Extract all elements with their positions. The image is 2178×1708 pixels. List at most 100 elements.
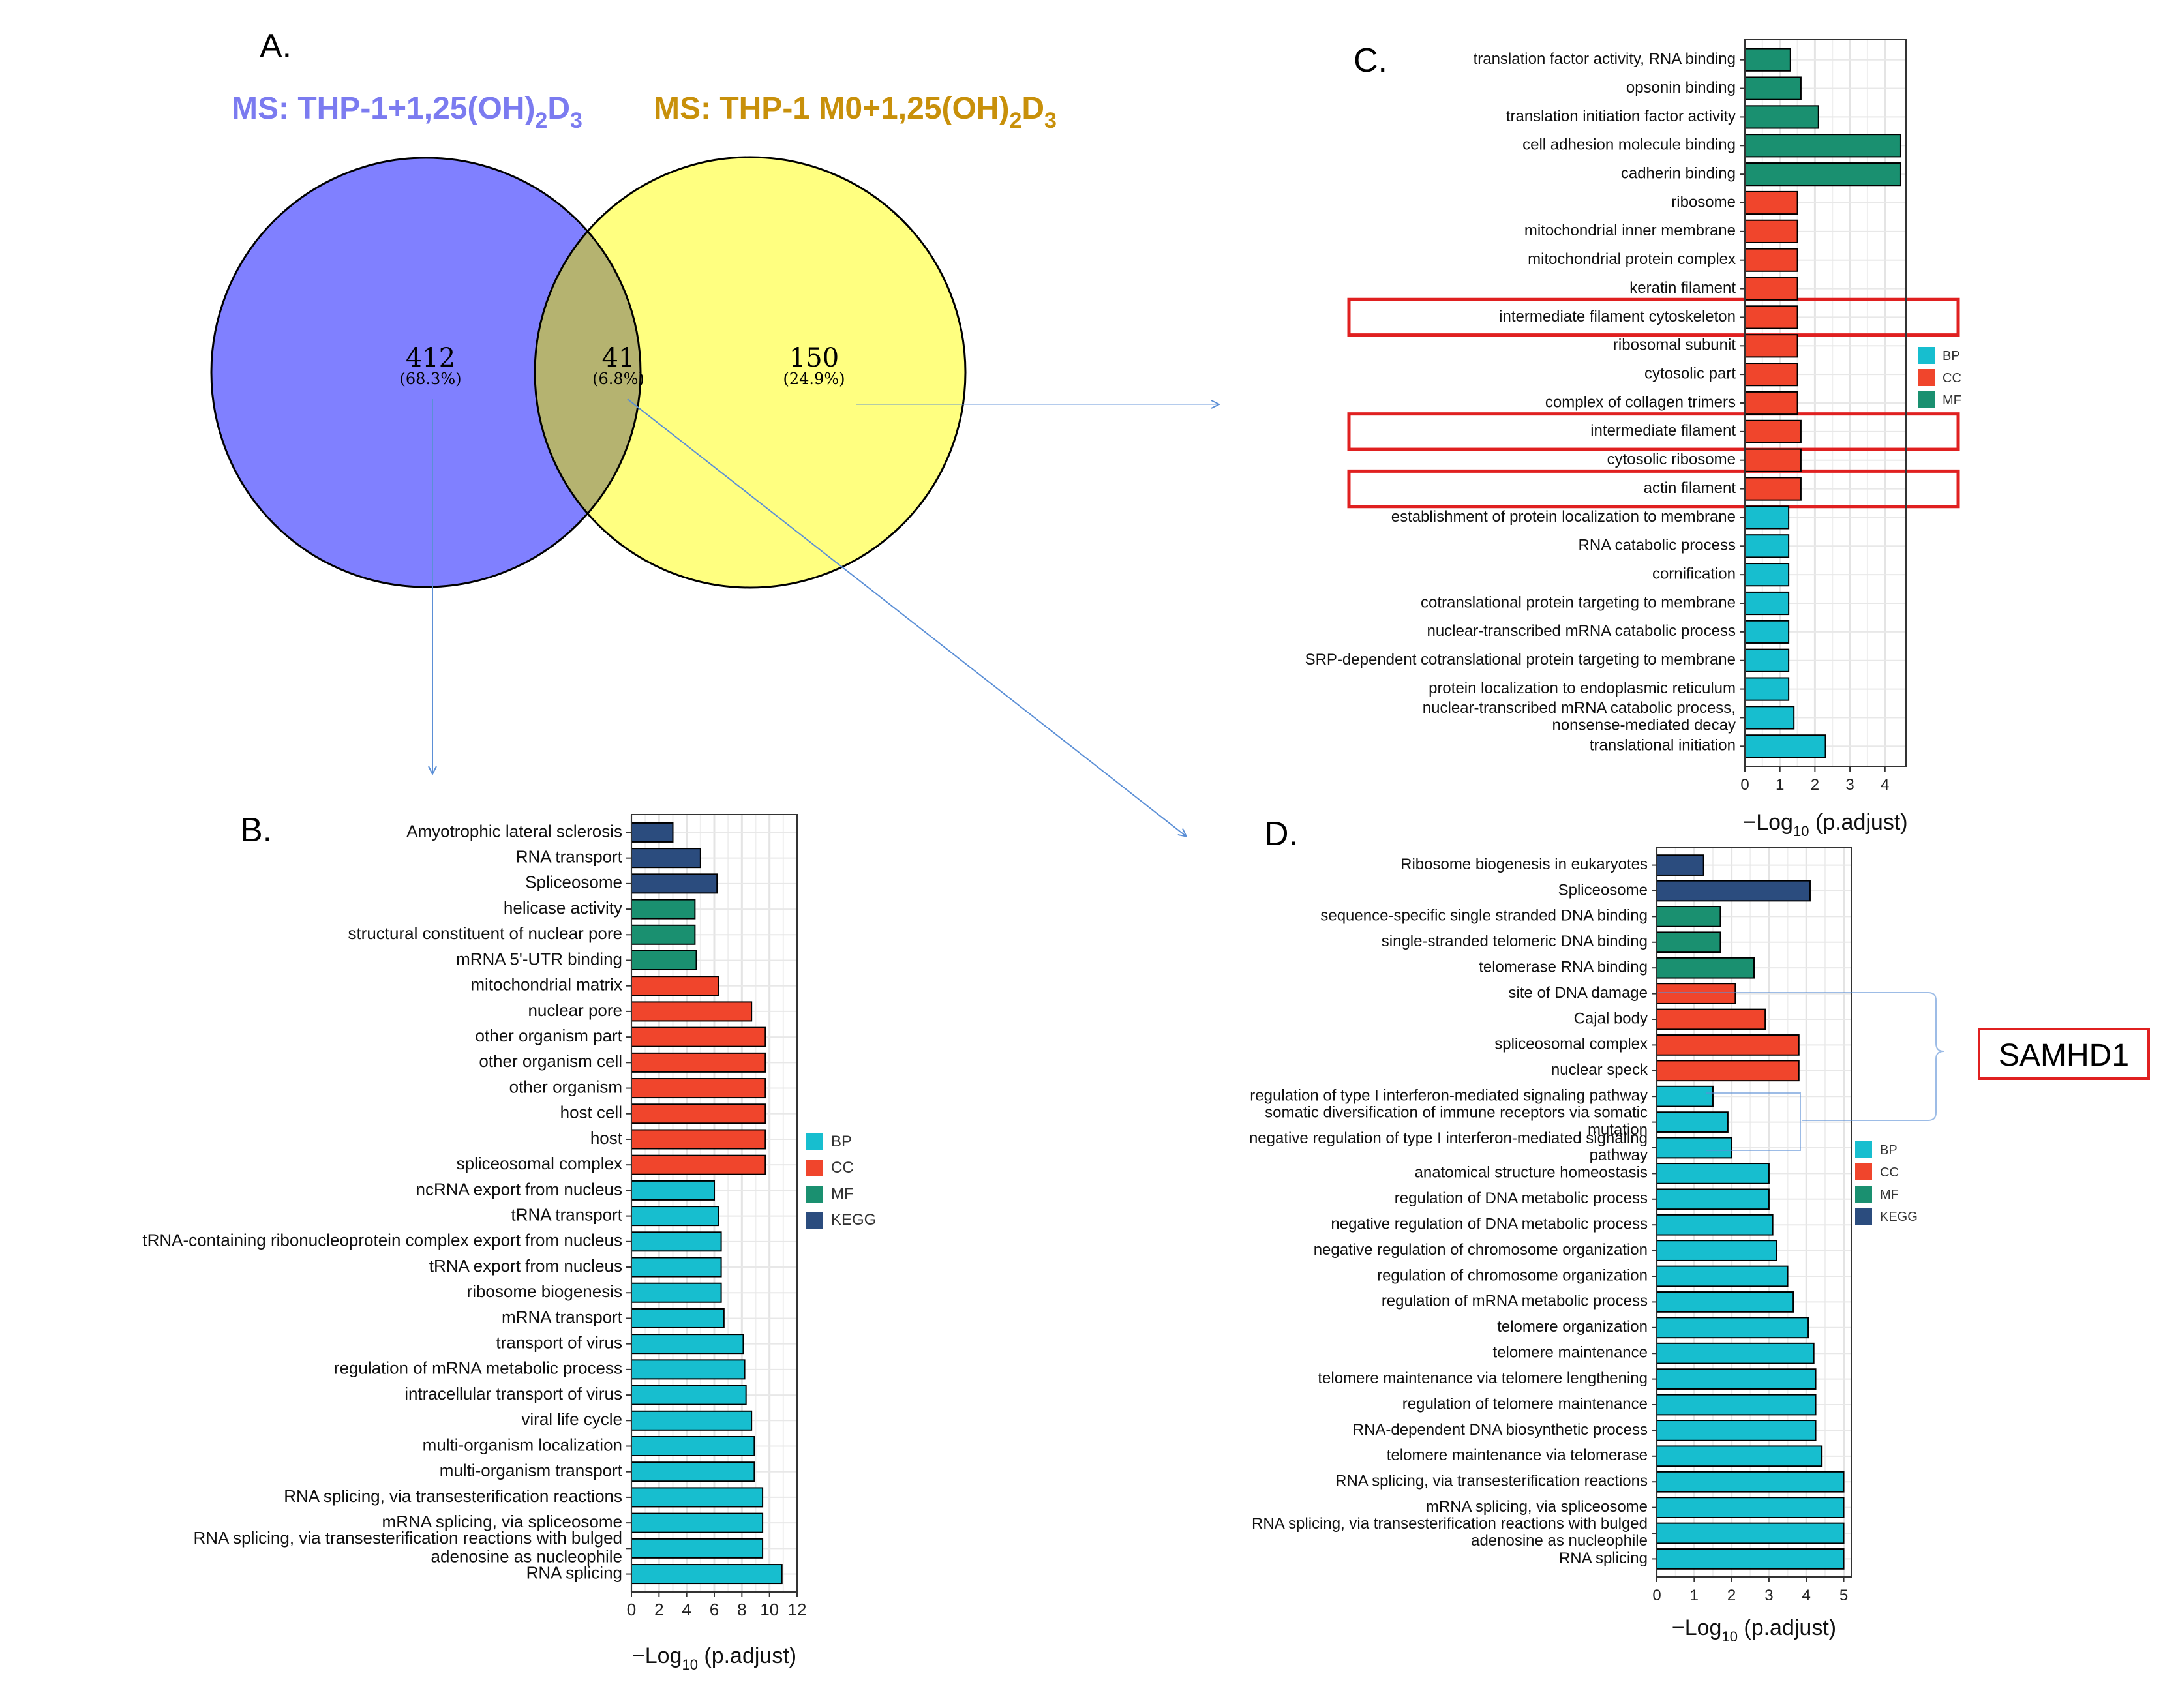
y-tick-label: spliceosomal complex bbox=[457, 1154, 622, 1173]
y-tick-label: ribosomal subunit bbox=[1613, 337, 1736, 354]
bar-complex-of-collagen-trimers bbox=[1744, 391, 1798, 415]
x-tick-label: 4 bbox=[1881, 776, 1889, 794]
arrow-to-panel-d bbox=[627, 398, 1186, 836]
y-tick-label: RNA-dependent DNA biosynthetic process bbox=[1353, 1421, 1648, 1439]
chart-panel-b: Amyotrophic lateral sclerosis RNA transpo… bbox=[142, 814, 876, 1673]
bar-mrna-transport bbox=[631, 1308, 725, 1328]
y-tick-label: sequence-specific single stranded DNA bi… bbox=[1320, 907, 1648, 925]
bar-ribosome-biogenesis bbox=[631, 1282, 722, 1303]
chart-panel-c: translation factor activity, RNA binding… bbox=[1305, 39, 1961, 839]
x-tick-label: 3 bbox=[1845, 776, 1854, 794]
bar-mrna-5-utr-binding bbox=[631, 950, 697, 971]
y-tick-label: establishment of protein localization to… bbox=[1391, 508, 1736, 526]
x-tick-label: 0 bbox=[627, 1600, 636, 1619]
bar-rna-splicing-via-transesterification-reactions bbox=[1656, 1471, 1845, 1493]
y-tick-label: ncRNA export from nucleus bbox=[416, 1179, 622, 1199]
y-tick-label: mRNA splicing, via spliceosome bbox=[382, 1512, 622, 1531]
bar-mitochondrial-protein-complex bbox=[1744, 248, 1798, 272]
y-tick-label: somatic diversification of immune recept… bbox=[1265, 1104, 1648, 1139]
venn-right-title-sub: 2 bbox=[1009, 108, 1021, 133]
y-tick-label: protein localization to endoplasmic reti… bbox=[1429, 680, 1736, 697]
legend-label-mf: MF bbox=[1880, 1188, 1899, 1202]
y-tick-label: intracellular transport of virus bbox=[404, 1384, 622, 1403]
x-tick-label: 2 bbox=[654, 1600, 663, 1619]
bar-rna-splicing-via-transesterification-reactions-w bbox=[1656, 1522, 1845, 1544]
samhd1-brace bbox=[1658, 992, 1944, 1121]
y-tick-label: complex of collagen trimers bbox=[1545, 393, 1736, 411]
panel-a: A. MS: THP-1+1,25(OH)2D3 MS: THP-1 M0+1,… bbox=[210, 27, 1057, 589]
y-tick-label: opsonin binding bbox=[1626, 79, 1736, 97]
x-tick-label: 2 bbox=[1727, 1587, 1736, 1604]
y-tick-label: telomere maintenance via telomere length… bbox=[1318, 1370, 1648, 1387]
chart-panel-d: Ribosome biogenesis in eukaryotes Spliceo… bbox=[1249, 847, 1918, 1645]
bar-rna-catabolic-process bbox=[1744, 534, 1790, 558]
y-tick-label: RNA splicing, via transesterification re… bbox=[193, 1528, 622, 1566]
y-tick-label: mRNA transport bbox=[502, 1307, 623, 1326]
x-tick-label: 10 bbox=[760, 1600, 779, 1619]
bar-mitochondrial-inner-membrane bbox=[1744, 219, 1798, 243]
venn-right-title: MS: THP-1 M0+1,25(OH)2D3 bbox=[654, 91, 1057, 133]
legend: BP CC MF KEGG bbox=[806, 1133, 876, 1229]
x-tick-label: 6 bbox=[710, 1600, 719, 1619]
bar-ribosome bbox=[1744, 190, 1798, 215]
x-tick-label: 0 bbox=[1740, 776, 1749, 794]
y-tick-label: cell adhesion molecule binding bbox=[1522, 136, 1736, 154]
bar-trna-containing-ribonucleoprotein-complex-export bbox=[631, 1231, 722, 1252]
x-tick-label: 2 bbox=[1811, 776, 1819, 794]
bar-multi-organism-transport bbox=[631, 1461, 755, 1482]
bar-negative-regulation-of-type-i-interferon-mediate bbox=[1656, 1137, 1732, 1159]
legend-swatch-bp bbox=[1855, 1141, 1872, 1158]
y-tick-label: telomere maintenance via telomerase bbox=[1387, 1446, 1648, 1464]
bar-cell-adhesion-molecule-binding bbox=[1744, 134, 1901, 158]
y-tick-label: nuclear-transcribed mRNA catabolic proce… bbox=[1423, 700, 1736, 734]
bar-rna-transport bbox=[631, 848, 701, 869]
bar-rna-splicing bbox=[1656, 1548, 1845, 1570]
venn-left-title-main: MS: THP-1+1,25(OH) bbox=[232, 91, 535, 126]
y-tick-label: regulation of mRNA metabolic process bbox=[1382, 1293, 1648, 1310]
x-tick-label: 1 bbox=[1690, 1587, 1699, 1604]
y-tick-label: cotranslational protein targeting to mem… bbox=[1421, 593, 1736, 611]
bar-cytosolic-part bbox=[1744, 363, 1798, 387]
venn-left-pct: (68.3%) bbox=[400, 370, 462, 388]
bar-regulation-of-type-i-interferon-mediated-signali bbox=[1656, 1085, 1714, 1107]
legend: BP CC MF KEGG bbox=[1855, 1141, 1918, 1225]
y-tick-label: RNA splicing bbox=[526, 1563, 622, 1582]
y-tick-label: structural constituent of nuclear pore bbox=[348, 923, 622, 943]
bar-transport-of-virus bbox=[631, 1334, 744, 1355]
panel-label-b: B. bbox=[240, 811, 272, 849]
y-tick-label: intermediate filament bbox=[1590, 422, 1736, 440]
y-tick-label: nuclear speck bbox=[1551, 1061, 1648, 1079]
bar-somatic-diversification-of-immune-receptors-via- bbox=[1656, 1111, 1729, 1133]
bar-telomere-maintenance bbox=[1656, 1342, 1815, 1364]
bar-actin-filament bbox=[1744, 477, 1802, 501]
y-tick-label: regulation of telomere maintenance bbox=[1402, 1395, 1648, 1413]
bar-negative-regulation-of-chromosome-organization bbox=[1656, 1240, 1777, 1261]
venn-left-title-tail: D bbox=[547, 91, 570, 126]
bar-mrna-splicing-via-spliceosome bbox=[1656, 1497, 1845, 1518]
legend-swatch-mf bbox=[806, 1186, 823, 1203]
legend-label-cc: CC bbox=[1880, 1165, 1899, 1180]
y-tick-label: Ribosome biogenesis in eukaryotes bbox=[1400, 856, 1648, 873]
bar-negative-regulation-of-dna-metabolic-process bbox=[1656, 1214, 1774, 1236]
y-tick-label: tRNA export from nucleus bbox=[429, 1256, 622, 1276]
bar-telomere-maintenance-via-telomerase bbox=[1656, 1445, 1823, 1467]
venn-right-title-tail: D bbox=[1021, 91, 1044, 126]
bar-structural-constituent-of-nuclear-pore bbox=[631, 924, 696, 945]
bar-anatomical-structure-homeostasis bbox=[1656, 1163, 1770, 1184]
legend-swatch-kegg bbox=[806, 1212, 823, 1229]
x-tick-label: 5 bbox=[1839, 1587, 1848, 1604]
bar-regulation-of-mrna-metabolic-process bbox=[1656, 1291, 1794, 1313]
bar-host bbox=[631, 1129, 766, 1150]
bar-rna-splicing-via-transesterification-reactions bbox=[631, 1487, 764, 1508]
y-tick-label: cytosolic part bbox=[1644, 365, 1736, 382]
bar-other-organism bbox=[631, 1078, 766, 1099]
bar-ncrna-export-from-nucleus bbox=[631, 1180, 715, 1201]
bar-opsonin-binding bbox=[1744, 76, 1802, 100]
bar-telomere-maintenance-via-telomere-lengthening bbox=[1656, 1368, 1817, 1390]
bar-telomerase-rna-binding bbox=[1656, 957, 1755, 979]
y-tick-label: tRNA-containing ribonucleoprotein comple… bbox=[142, 1231, 622, 1250]
bar-protein-localization-to-endoplasmic-reticulum bbox=[1744, 677, 1790, 701]
bar-nuclear-transcribed-mrna-catabolic-process-nonse bbox=[1744, 706, 1795, 730]
y-tick-label: mitochondrial inner membrane bbox=[1524, 222, 1736, 239]
bar-helicase-activity bbox=[631, 899, 696, 920]
